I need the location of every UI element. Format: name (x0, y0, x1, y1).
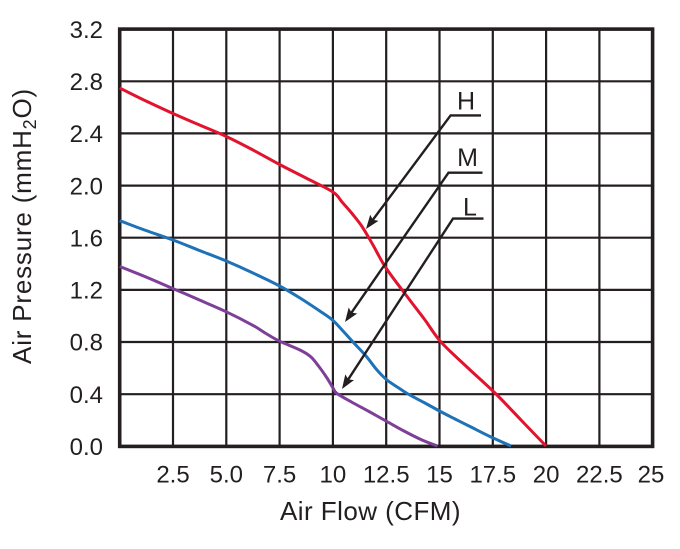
svg-text:22.5: 22.5 (576, 462, 623, 489)
svg-text:Air Pressure (mmH2O): Air Pressure (mmH2O) (7, 88, 40, 364)
svg-text:2.8: 2.8 (70, 69, 103, 96)
svg-text:1.2: 1.2 (70, 278, 103, 305)
svg-text:25: 25 (638, 462, 665, 489)
svg-text:M: M (457, 144, 478, 172)
svg-text:7.5: 7.5 (263, 462, 296, 489)
svg-text:H: H (457, 87, 475, 115)
svg-text:12.5: 12.5 (363, 462, 410, 489)
svg-text:Air Flow (CFM): Air Flow (CFM) (280, 496, 461, 526)
svg-text:0.4: 0.4 (70, 382, 103, 409)
svg-text:3.2: 3.2 (70, 17, 103, 44)
svg-text:5.0: 5.0 (210, 462, 243, 489)
svg-text:2.0: 2.0 (70, 173, 103, 200)
svg-text:15: 15 (426, 462, 453, 489)
svg-text:0.8: 0.8 (70, 330, 103, 357)
svg-text:17.5: 17.5 (469, 462, 516, 489)
svg-text:L: L (463, 193, 477, 221)
svg-text:20: 20 (533, 462, 560, 489)
svg-text:10: 10 (320, 462, 347, 489)
svg-text:2.4: 2.4 (70, 121, 103, 148)
svg-text:2.5: 2.5 (156, 462, 189, 489)
svg-text:0.0: 0.0 (70, 434, 103, 461)
svg-text:1.6: 1.6 (70, 225, 103, 252)
